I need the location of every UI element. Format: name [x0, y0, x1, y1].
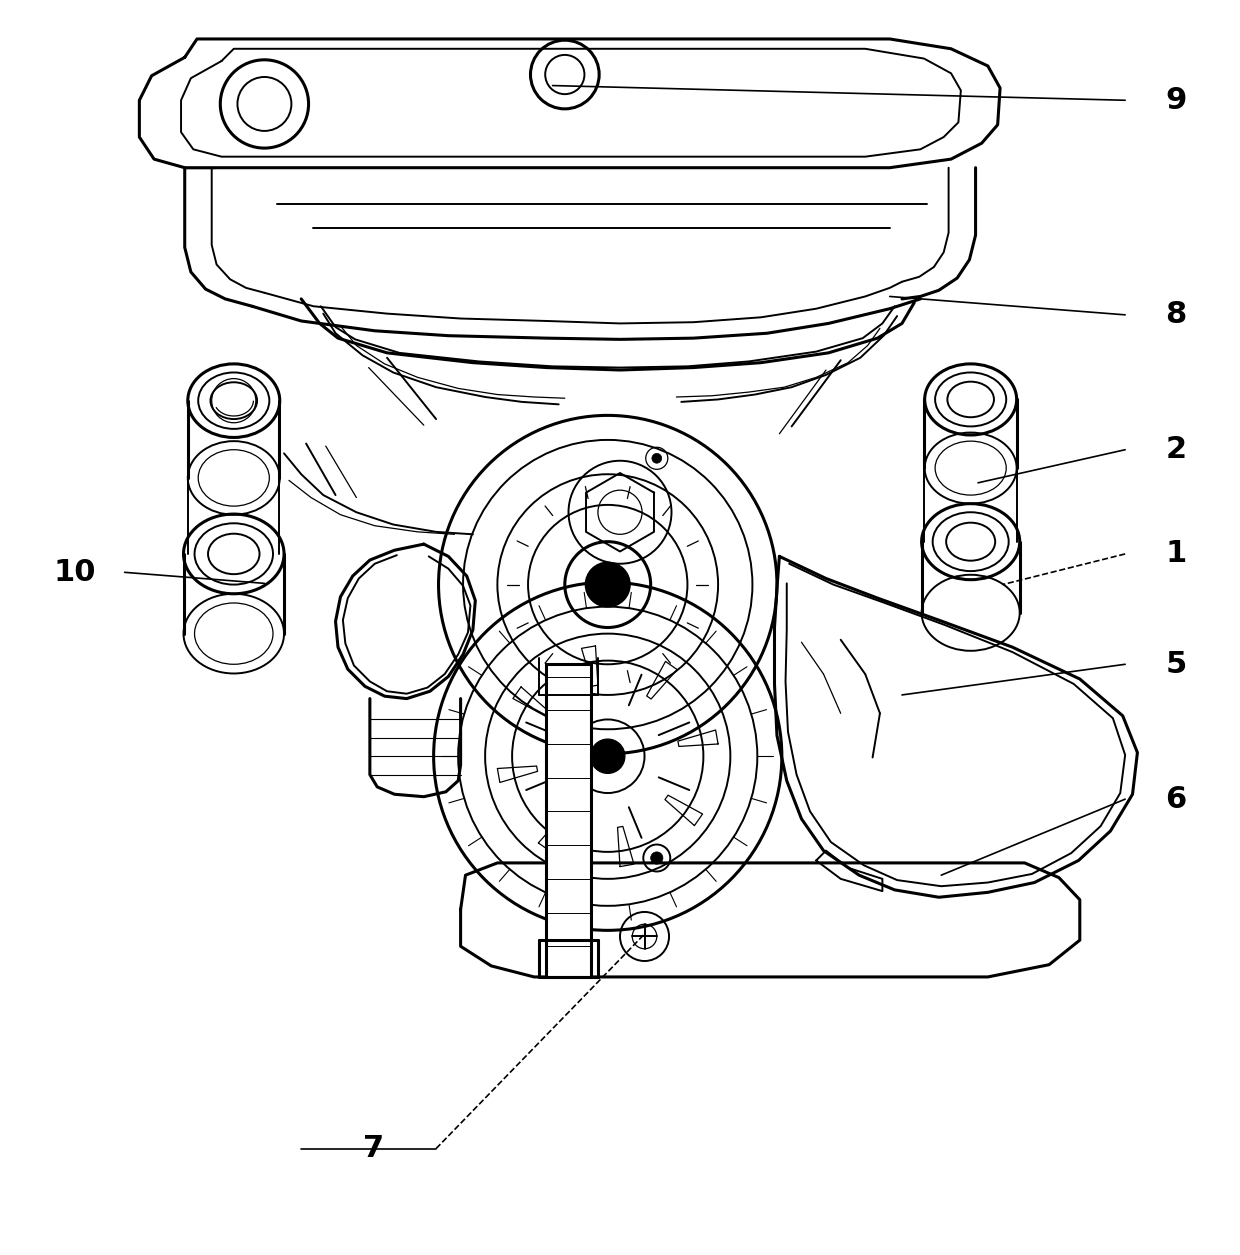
Circle shape: [590, 739, 625, 773]
Text: 6: 6: [1166, 784, 1187, 813]
Text: 10: 10: [53, 557, 95, 587]
Circle shape: [652, 453, 662, 463]
Text: 5: 5: [1166, 650, 1187, 679]
Text: 7: 7: [362, 1135, 383, 1163]
Text: 9: 9: [1166, 85, 1187, 114]
Circle shape: [585, 562, 630, 606]
Circle shape: [651, 852, 663, 865]
Text: 2: 2: [1166, 435, 1187, 464]
Polygon shape: [547, 664, 590, 976]
Text: 1: 1: [1166, 540, 1187, 569]
Text: 8: 8: [1166, 300, 1187, 329]
